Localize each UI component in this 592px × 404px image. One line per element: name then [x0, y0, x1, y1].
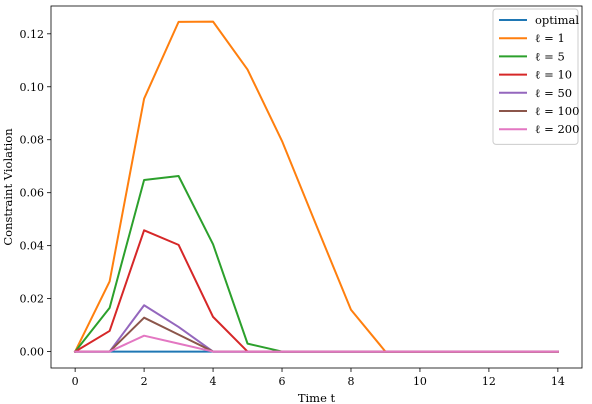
x-tick-label: 12	[482, 375, 496, 388]
x-axis-label: Time t	[298, 391, 336, 404]
legend-label: ℓ = 100	[535, 104, 579, 118]
x-axis: 0 2 4 6 8 10 12 14	[72, 368, 565, 388]
x-tick-label: 10	[413, 375, 427, 388]
legend: optimal ℓ = 1 ℓ = 5 ℓ = 10 ℓ = 50 ℓ = 100 ℓ = …	[492, 8, 579, 145]
x-tick-label: 8	[347, 375, 354, 388]
legend-label: ℓ = 5	[535, 49, 565, 63]
x-tick-label: 14	[551, 375, 565, 388]
y-tick-label: 0.06	[20, 187, 45, 200]
y-axis-label: Constraint Violation	[1, 128, 15, 246]
y-tick-label: 0.02	[20, 293, 45, 306]
plot-lines	[73, 20, 559, 353]
legend-label: optimal	[535, 13, 579, 27]
series-line-1	[73, 20, 559, 353]
y-tick-label: 0.12	[20, 28, 45, 41]
legend-label: ℓ = 1	[535, 31, 565, 45]
y-tick-label: 0.10	[20, 81, 45, 94]
legend-label: ℓ = 50	[535, 86, 572, 100]
y-tick-label: 0.04	[20, 240, 45, 253]
legend-label: ℓ = 200	[535, 122, 579, 136]
series-line-4	[74, 304, 559, 353]
series-line-2	[73, 175, 559, 353]
y-tick-label: 0.08	[20, 134, 45, 147]
x-tick-label: 0	[72, 375, 79, 388]
series-line-5	[74, 316, 559, 353]
series-line-6	[74, 334, 559, 353]
y-axis: 0.00 0.02 0.04 0.06 0.08 0.10 0.12	[20, 28, 51, 359]
x-tick-label: 6	[279, 375, 286, 388]
axes-frame	[50, 5, 583, 369]
x-tick-label: 2	[141, 375, 148, 388]
series-line-3	[73, 229, 559, 353]
legend-label: ℓ = 10	[535, 68, 572, 82]
x-tick-label: 4	[210, 375, 217, 388]
y-tick-label: 0.00	[20, 346, 45, 359]
